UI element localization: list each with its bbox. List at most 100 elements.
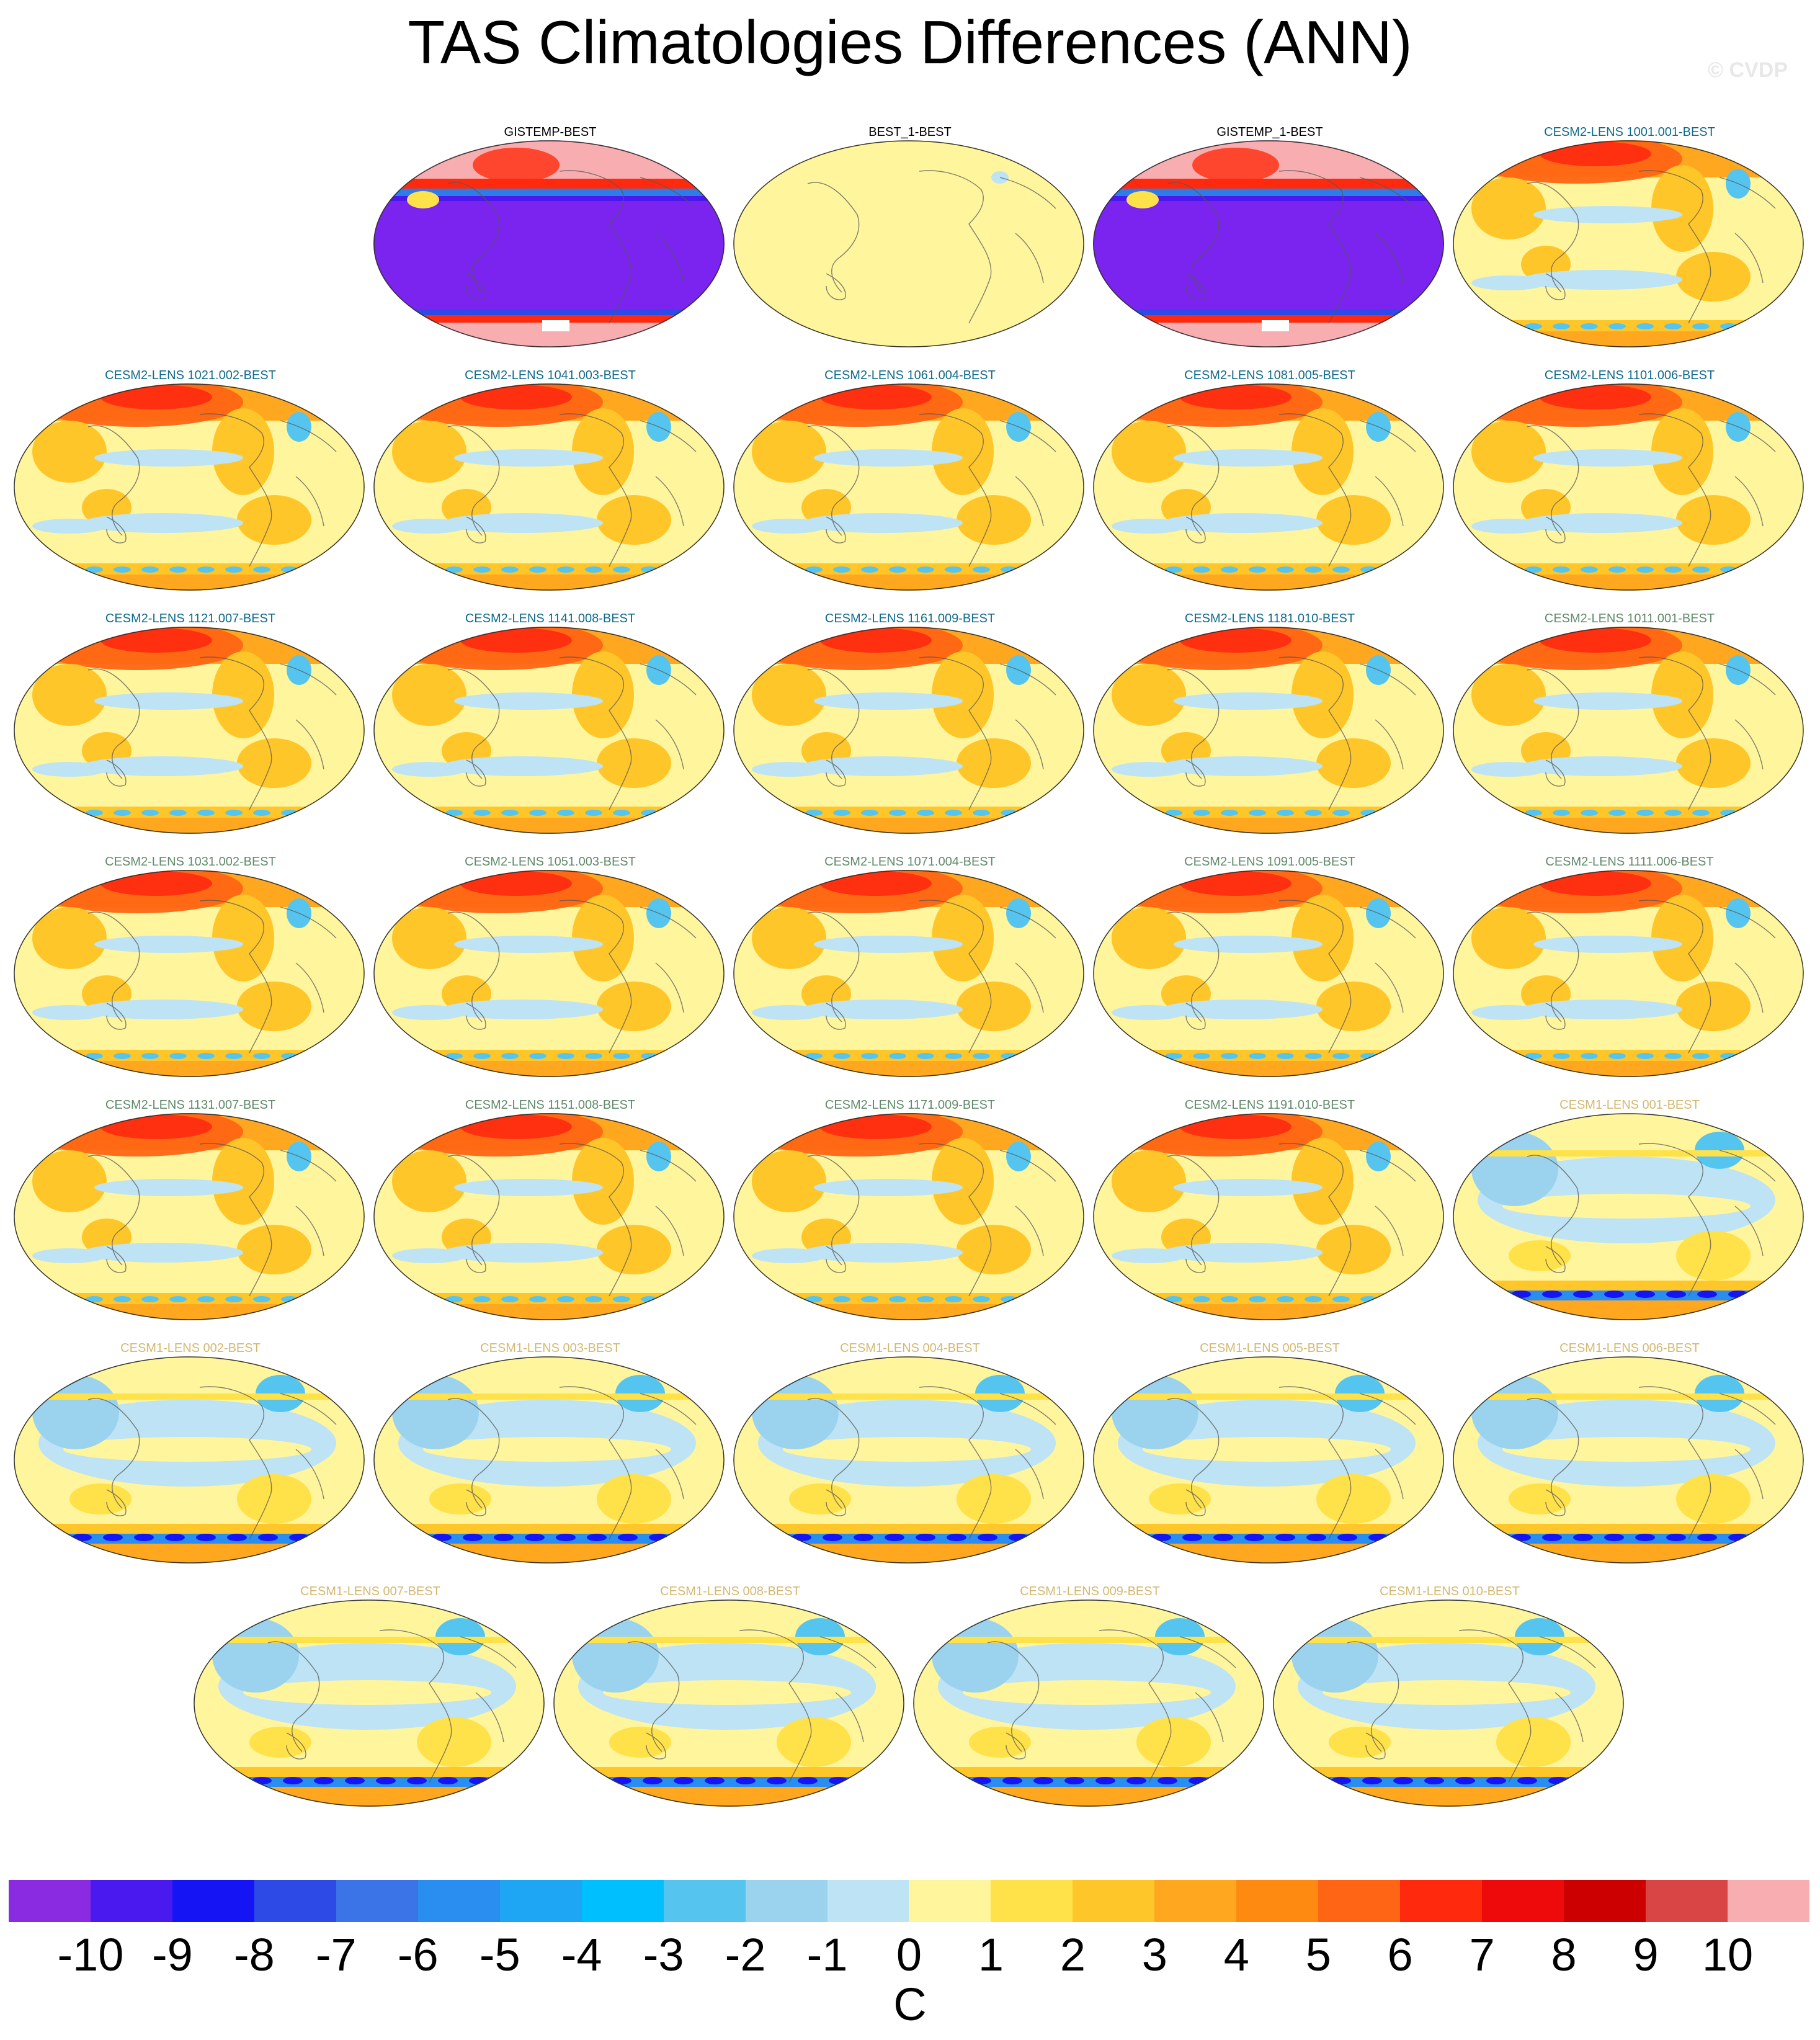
colorbar-box: [1073, 1880, 1155, 1922]
map-plot: [1453, 627, 1804, 834]
colorbar-tick-label: -10: [57, 1929, 124, 1980]
map-panel-title: CESM1-LENS 002-BEST: [120, 1341, 261, 1355]
colorbar-box: [1154, 1880, 1237, 1922]
map-panel-title: CESM1-LENS 003-BEST: [480, 1341, 620, 1355]
map-panel-title: CESM1-LENS 007-BEST: [300, 1585, 440, 1598]
map-panel: CESM1-LENS 009-BEST: [913, 1585, 1267, 1808]
colorbar-tick-label: 6: [1387, 1929, 1413, 1980]
map-panel: CESM2-LENS 1001.001-BEST: [1453, 125, 1806, 349]
colorbar-box: [172, 1880, 254, 1922]
map-plot: [733, 627, 1084, 834]
colorbar-box: [1646, 1880, 1728, 1922]
map-panel-title: CESM1-LENS 006-BEST: [1559, 1341, 1700, 1355]
map-plot: [194, 1599, 545, 1807]
map-panel: CESM2-LENS 1171.009-BEST: [733, 1098, 1087, 1322]
colorbar-tick-label: -2: [725, 1929, 766, 1980]
map-panel-title: CESM2-LENS 1051.003-BEST: [465, 855, 636, 869]
colorbar-box: [991, 1880, 1073, 1922]
colorbar-box: [745, 1880, 827, 1922]
map-plot: [373, 870, 725, 1077]
map-plot: [14, 870, 365, 1077]
map-plot: [1453, 1113, 1804, 1320]
colorbar-tick-label: -7: [315, 1929, 357, 1980]
map-panel-title: CESM1-LENS 001-BEST: [1559, 1098, 1700, 1112]
map-panel: CESM1-LENS 004-BEST: [733, 1341, 1087, 1565]
map-plot: [733, 1113, 1084, 1320]
map-plot: [733, 383, 1084, 591]
map-panel-title: BEST_1-BEST: [868, 125, 952, 139]
colorbar-tick-label: 3: [1141, 1929, 1167, 1980]
map-panel-title: CESM1-LENS 005-BEST: [1200, 1341, 1340, 1355]
colorbar-box: [336, 1880, 418, 1922]
map-panel: CESM2-LENS 1111.006-BEST: [1453, 855, 1806, 1078]
map-panel: CESM2-LENS 1181.010-BEST: [1093, 612, 1447, 835]
map-panel: CESM1-LENS 008-BEST: [553, 1585, 907, 1808]
colorbar-box: [499, 1880, 582, 1922]
map-panel: CESM1-LENS 006-BEST: [1453, 1341, 1806, 1565]
map-panel-title: CESM2-LENS 1161.009-BEST: [824, 612, 996, 625]
map-panel-title: CESM2-LENS 1011.001-BEST: [1544, 612, 1715, 625]
map-plot: [1093, 1113, 1444, 1320]
colorbar-box: [417, 1880, 500, 1922]
watermark: © CVDP: [1708, 58, 1788, 82]
colorbar-tick-label: -8: [233, 1929, 275, 1980]
map-plot: [373, 140, 725, 347]
map-panel-title: CESM2-LENS 1141.008-BEST: [465, 612, 636, 625]
map-panel: CESM2-LENS 1101.006-BEST: [1453, 369, 1806, 592]
map-panel-title: CESM2-LENS 1111.006-BEST: [1545, 855, 1714, 869]
map-panel-title: GISTEMP_1-BEST: [1216, 125, 1323, 139]
colorbar-tick-label: 2: [1059, 1929, 1086, 1980]
map-panel-title: GISTEMP-BEST: [504, 125, 597, 139]
colorbar-box: [581, 1880, 664, 1922]
map-panel-title: CESM2-LENS 1151.008-BEST: [465, 1098, 636, 1112]
map-panel-title: CESM2-LENS 1031.002-BEST: [105, 855, 276, 869]
colorbar-box: [1482, 1880, 1564, 1922]
map-panel-title: CESM2-LENS 1101.006-BEST: [1544, 369, 1715, 382]
colorbar-tick-label: 9: [1633, 1929, 1659, 1980]
map-panel: CESM2-LENS 1051.003-BEST: [373, 855, 727, 1078]
map-panel-title: CESM2-LENS 1071.004-BEST: [824, 855, 996, 869]
map-panel: BEST_1-BEST: [733, 125, 1087, 349]
map-plot: [553, 1599, 904, 1807]
colorbar-tick-label: -9: [152, 1929, 193, 1980]
map-panel: CESM1-LENS 010-BEST: [1273, 1585, 1626, 1808]
map-panel: CESM2-LENS 1061.004-BEST: [733, 369, 1087, 592]
map-panel-title: CESM2-LENS 1131.007-BEST: [105, 1098, 276, 1112]
map-plot: [1273, 1599, 1624, 1807]
colorbar-tick-label: 4: [1223, 1929, 1249, 1980]
colorbar-tick-label: 8: [1551, 1929, 1577, 1980]
colorbar-box: [90, 1880, 172, 1922]
map-panel-title: CESM2-LENS 1021.002-BEST: [105, 369, 276, 382]
map-panel: CESM2-LENS 1011.001-BEST: [1453, 612, 1806, 835]
map-plot: [733, 870, 1084, 1077]
map-panel: CESM1-LENS 007-BEST: [194, 1585, 547, 1808]
map-panel: CESM2-LENS 1021.002-BEST: [14, 369, 367, 592]
map-panel: GISTEMP_1-BEST: [1093, 125, 1447, 349]
map-panel-title: CESM2-LENS 1001.001-BEST: [1544, 125, 1715, 139]
map-plot: [1093, 627, 1444, 834]
map-plot: [913, 1599, 1264, 1807]
map-panel-title: CESM2-LENS 1191.010-BEST: [1184, 1098, 1355, 1112]
map-panel-title: CESM1-LENS 008-BEST: [660, 1585, 800, 1598]
map-plot: [1093, 383, 1444, 591]
map-panel-title: CESM2-LENS 1061.004-BEST: [824, 369, 996, 382]
map-plot: [373, 1356, 725, 1564]
map-panel: CESM2-LENS 1081.005-BEST: [1093, 369, 1447, 592]
map-panel-title: CESM2-LENS 1171.009-BEST: [824, 1098, 996, 1112]
colorbar-tick-label: -5: [479, 1929, 520, 1980]
colorbar-tick-label: -6: [397, 1929, 439, 1980]
map-panel: CESM2-LENS 1131.007-BEST: [14, 1098, 367, 1322]
map-panel: CESM2-LENS 1121.007-BEST: [14, 612, 367, 835]
map-plot: [1093, 1356, 1444, 1564]
colorbar: [9, 1880, 1809, 1922]
map-plot: [1093, 870, 1444, 1077]
map-plot: [733, 1356, 1084, 1564]
map-plot: [373, 383, 725, 591]
colorbar-box: [1318, 1880, 1401, 1922]
map-plot: [373, 627, 725, 834]
map-panel-title: CESM2-LENS 1181.010-BEST: [1184, 612, 1355, 625]
map-panel: CESM2-LENS 1041.003-BEST: [373, 369, 727, 592]
colorbar-box: [1400, 1880, 1483, 1922]
map-panel: CESM2-LENS 1031.002-BEST: [14, 855, 367, 1078]
map-plot: [14, 1113, 365, 1320]
